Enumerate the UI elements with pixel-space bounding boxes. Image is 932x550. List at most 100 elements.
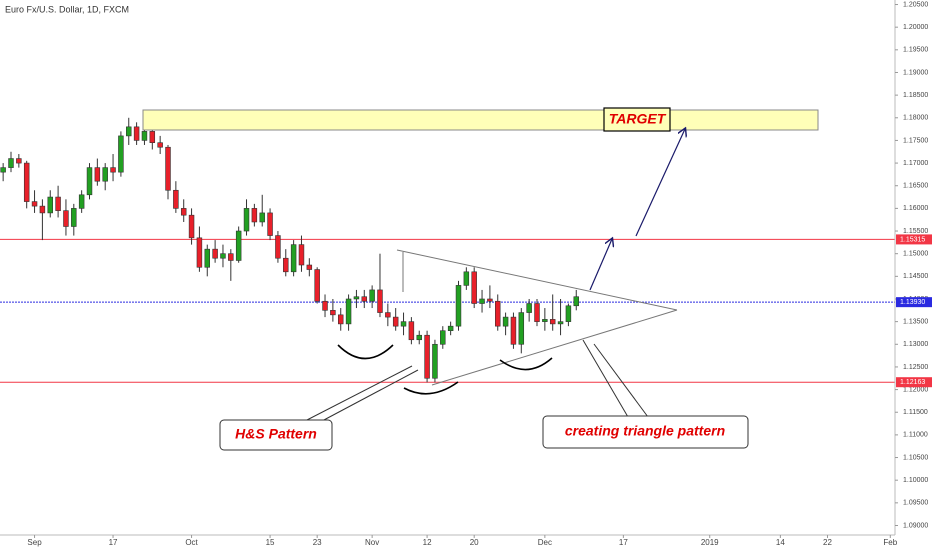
candle-body: [353, 296, 360, 300]
candle-body: [518, 312, 525, 345]
candle-body: [196, 237, 203, 268]
x-tick-label: Oct: [185, 538, 198, 547]
plot: [0, 117, 895, 383]
candle-body: [447, 325, 454, 331]
x-tick-label: 15: [266, 538, 275, 547]
target-label: TARGET: [609, 111, 667, 127]
y-tick-label: 1.16000: [903, 205, 928, 212]
candle-body: [126, 126, 132, 137]
candle-body: [361, 296, 368, 302]
x-tick-label: 12: [423, 538, 432, 547]
candle-body: [440, 330, 446, 345]
candle-body: [479, 298, 485, 304]
triangle: [396, 249, 678, 386]
y-tick-label: 1.13500: [903, 318, 928, 325]
chart-title: Euro Fx/U.S. Dollar, 1D, FXCM: [5, 4, 129, 14]
candle-body: [306, 264, 313, 270]
triangle-box: [542, 415, 749, 449]
candle-body: [487, 298, 493, 302]
y-tick-label: 1.10500: [903, 454, 928, 461]
price-tag-label: 1.13930: [900, 299, 925, 306]
x-tick-label: Dec: [538, 538, 552, 547]
candle-body: [322, 300, 328, 311]
y-tick-label: 1.13000: [903, 341, 928, 348]
y-tick-label: 1.15500: [903, 228, 928, 235]
y-tick-label: 1.14500: [903, 273, 928, 280]
y-tick-label: 1.12500: [903, 364, 928, 371]
y-tick-label: 1.09500: [903, 500, 928, 507]
candle-body: [432, 343, 438, 379]
candle-body: [510, 316, 517, 345]
y-tick-label: 1.20500: [903, 1, 928, 8]
candle-body: [149, 131, 156, 143]
candle-body: [377, 289, 383, 313]
candle-body: [314, 269, 320, 302]
y-tick-label: 1.20000: [903, 24, 928, 31]
candle-body: [542, 319, 548, 322]
candle-body: [212, 248, 218, 259]
candle-body: [8, 158, 14, 168]
arrow: [635, 129, 685, 237]
candle-body: [39, 205, 46, 214]
candle-body: [369, 289, 375, 302]
candle-body: [259, 212, 265, 223]
candle-body: [63, 210, 69, 227]
y-tick-label: 1.11000: [903, 432, 928, 439]
y-tick-label: 1.10000: [903, 477, 928, 484]
x-tick-label: 17: [619, 538, 628, 547]
price-tag-label: 1.15315: [900, 236, 925, 243]
arrow: [589, 239, 612, 291]
candle-body: [495, 300, 501, 327]
candle-body: [157, 142, 163, 148]
candle-body: [526, 303, 532, 313]
candle-body: [330, 310, 336, 316]
target-box: [603, 107, 671, 132]
candle-body: [471, 271, 477, 304]
candle-body: [0, 167, 6, 173]
candle-body: [408, 321, 415, 341]
candle-body: [16, 158, 22, 164]
x-tick-label: Nov: [365, 538, 379, 547]
y-tick-label: 1.18000: [903, 115, 928, 122]
candle-body: [251, 208, 258, 223]
candle-body: [275, 235, 281, 259]
x-tick-label: 22: [823, 538, 832, 547]
candle-body: [188, 214, 195, 239]
candle-body: [345, 298, 352, 325]
y-tick-label: 1.17000: [903, 160, 928, 167]
candle-body: [400, 321, 407, 327]
y-tick-label: 1.12000: [903, 386, 928, 393]
candle-body: [220, 253, 226, 259]
candle-body: [173, 189, 179, 209]
candle-body: [228, 253, 234, 261]
candle-body: [573, 296, 579, 307]
candle-body: [102, 167, 108, 182]
hs-box: [219, 419, 333, 451]
y-tick-label: 1.15000: [903, 251, 928, 258]
triangle-label: creating triangle pattern: [565, 423, 725, 439]
x-tick-label: Feb: [883, 538, 897, 547]
candle-body: [502, 316, 509, 327]
candle-body: [337, 314, 344, 325]
candle-body: [180, 208, 187, 216]
candle-body: [118, 135, 124, 173]
y-tick-label: 1.11500: [903, 409, 928, 416]
x-tick-label: 17: [109, 538, 118, 547]
price-tag: [896, 297, 932, 308]
price-tag: [896, 234, 932, 245]
candle-body: [267, 212, 273, 236]
candle-body: [243, 208, 250, 232]
x-tick-label: 14: [776, 538, 785, 547]
candle-body: [565, 305, 572, 322]
target-zone: [142, 109, 819, 131]
candle-body: [94, 167, 101, 182]
y-tick-label: 1.19500: [903, 47, 928, 54]
candle-body: [557, 321, 564, 325]
candle-body: [204, 248, 210, 268]
candle-body: [463, 271, 470, 286]
candle-body: [31, 201, 38, 207]
candle-body: [78, 194, 85, 209]
candle-body: [165, 146, 171, 191]
candle-body: [392, 316, 399, 327]
